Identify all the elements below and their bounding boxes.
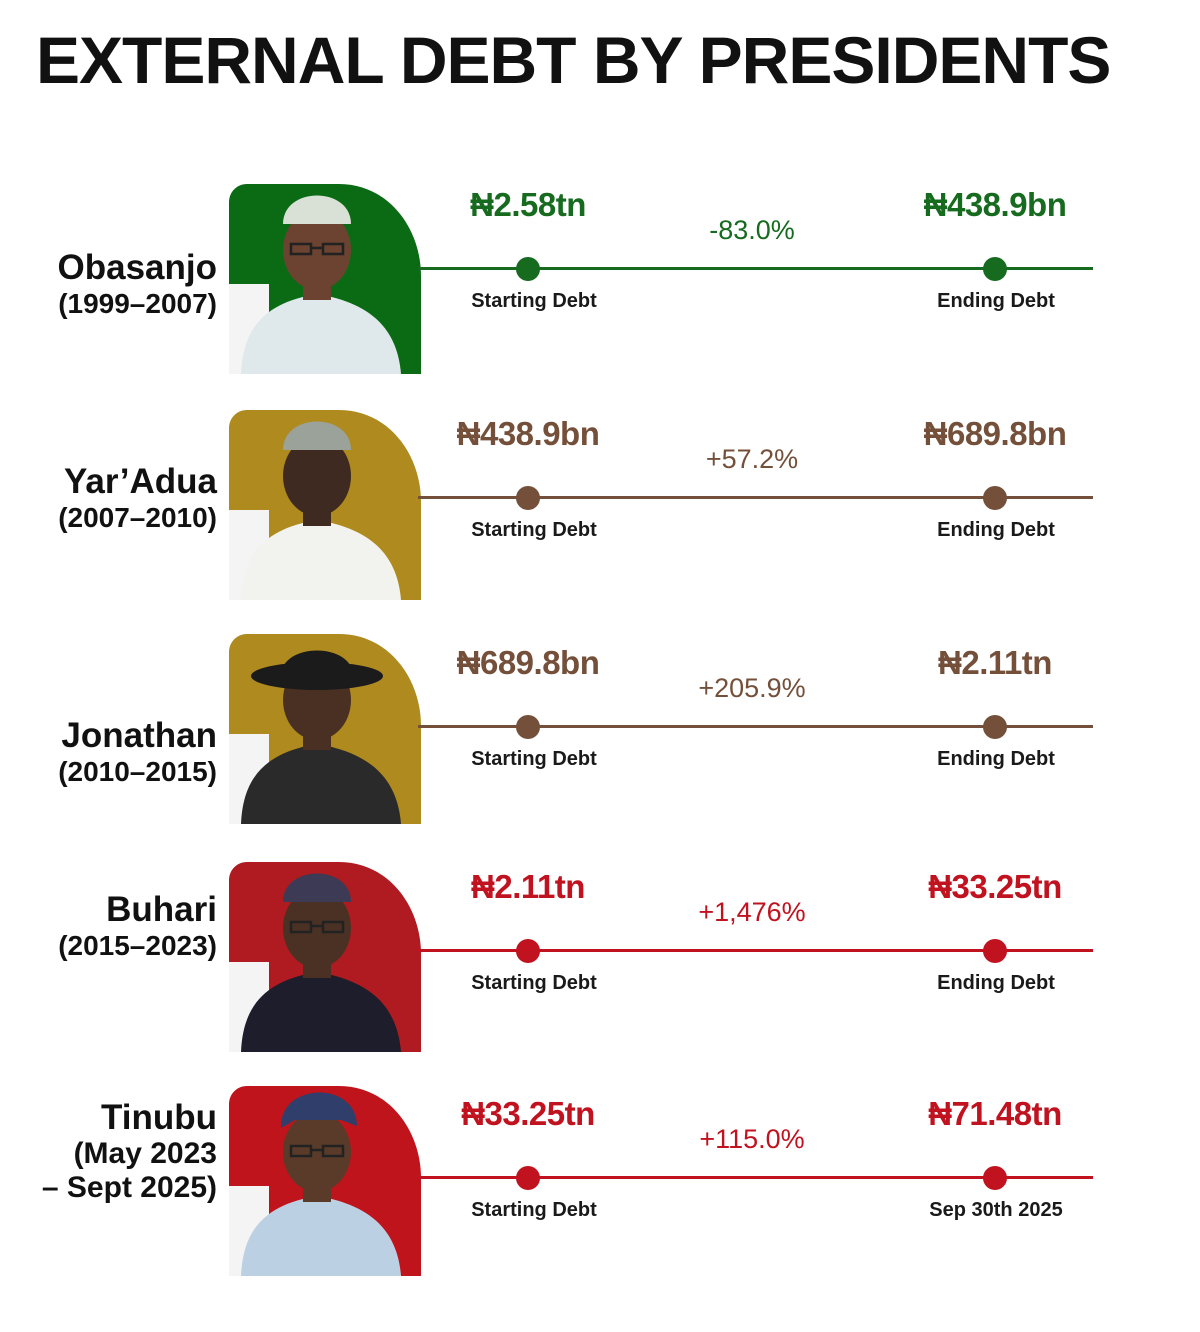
president-name: Obasanjo xyxy=(57,248,217,287)
percent-change: -83.0% xyxy=(709,215,795,245)
president-term: – Sept 2025) xyxy=(41,1171,217,1205)
ending-debt-label: Ending Debt xyxy=(937,972,1055,994)
end-point xyxy=(983,256,1007,281)
percent-change: +57.2% xyxy=(705,444,799,474)
president-portrait xyxy=(229,862,421,1052)
starting-debt-label: Starting Debt xyxy=(471,972,597,994)
ending-debt-value: ₦33.25tn xyxy=(928,868,1062,905)
starting-debt-value: ₦438.9bn xyxy=(456,415,600,452)
timeline-line xyxy=(418,267,1093,270)
start-point xyxy=(516,256,540,281)
starting-debt-value: ₦33.25tn xyxy=(461,1095,595,1132)
president-row: Buhari (2015–2023) ₦2.11tn ₦33.25tn +1,476% S… xyxy=(0,856,1200,1056)
starting-debt-label: Starting Debt xyxy=(471,748,597,770)
president-term: (2007–2010) xyxy=(58,501,217,533)
ending-debt-label: Ending Debt xyxy=(937,519,1055,541)
start-point xyxy=(516,485,540,510)
president-term: (May 2023 xyxy=(73,1136,217,1170)
president-name: Jonathan xyxy=(61,716,217,755)
president-name: Buhari xyxy=(106,890,217,929)
end-point xyxy=(983,1165,1007,1190)
starting-debt-value: ₦2.58tn xyxy=(470,186,586,223)
percent-change: +1,476% xyxy=(698,897,806,927)
ending-debt-label: Ending Debt xyxy=(937,290,1055,312)
starting-debt-label: Starting Debt xyxy=(471,519,597,541)
ending-debt-value: ₦71.48tn xyxy=(928,1095,1062,1132)
ending-debt-label: Sep 30th 2025 xyxy=(929,1199,1063,1221)
president-row: Tinubu (May 2023– Sept 2025) ₦33.25tn ₦71.4… xyxy=(0,1080,1200,1280)
start-point xyxy=(516,938,540,963)
president-row: Jonathan (2010–2015) ₦689.8bn ₦2.11tn +205.9… xyxy=(0,632,1200,832)
president-name-block: Obasanjo (1999–2007) xyxy=(57,248,217,319)
end-point xyxy=(983,938,1007,963)
president-portrait xyxy=(229,410,421,600)
president-row: Yar’Adua (2007–2010) ₦438.9bn ₦689.8bn +57.2… xyxy=(0,404,1200,604)
president-portrait xyxy=(229,634,421,824)
percent-change: +115.0% xyxy=(699,1124,805,1154)
timeline-line xyxy=(418,949,1093,952)
starting-debt-value: ₦2.11tn xyxy=(471,868,585,905)
starting-debt-label: Starting Debt xyxy=(471,290,597,312)
president-portrait xyxy=(229,184,421,374)
ending-debt-value: ₦2.11tn xyxy=(938,644,1052,681)
president-term: (2010–2015) xyxy=(58,755,217,787)
timeline-line xyxy=(418,725,1093,728)
president-name-block: Yar’Adua (2007–2010) xyxy=(58,462,217,533)
ending-debt-value: ₦689.8bn xyxy=(923,415,1067,452)
start-point xyxy=(516,1165,540,1190)
timeline-line xyxy=(418,496,1093,499)
president-name-block: Buhari (2015–2023) xyxy=(58,890,217,961)
timeline-line xyxy=(418,1176,1093,1179)
president-name-block: Tinubu (May 2023– Sept 2025) xyxy=(41,1098,217,1206)
end-point xyxy=(983,714,1007,739)
president-name-block: Jonathan (2010–2015) xyxy=(58,716,217,787)
starting-debt-label: Starting Debt xyxy=(471,1199,597,1221)
percent-change: +205.9% xyxy=(698,673,806,703)
ending-debt-value: ₦438.9bn xyxy=(923,186,1067,223)
ending-debt-label: Ending Debt xyxy=(937,748,1055,770)
president-name: Tinubu xyxy=(101,1098,217,1137)
president-row: Obasanjo (1999–2007) ₦2.58tn ₦438.9bn -83.0%… xyxy=(0,178,1200,378)
president-name: Yar’Adua xyxy=(63,462,217,501)
president-term: (2015–2023) xyxy=(58,929,217,961)
president-portrait xyxy=(229,1086,421,1276)
president-term: (1999–2007) xyxy=(58,287,217,319)
chart-title: EXTERNAL DEBT BY PRESIDENTS xyxy=(36,23,1111,97)
start-point xyxy=(516,714,540,739)
end-point xyxy=(983,485,1007,510)
starting-debt-value: ₦689.8bn xyxy=(456,644,600,681)
